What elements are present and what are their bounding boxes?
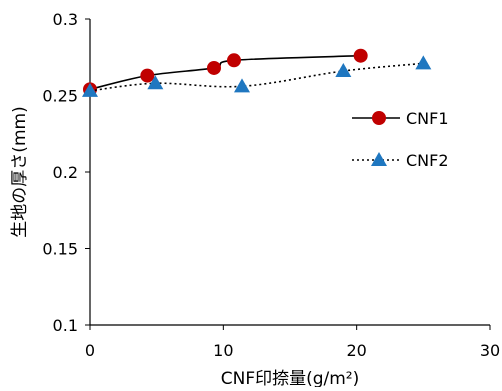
tick-labels: 0.1 0.15 0.2 0.25 0.3 0 10 20 30 [42,10,500,360]
data-point [82,82,98,97]
x-axis-title: CNF印捺量(g/m²) [221,369,360,387]
x-tick-label: 30 [480,341,500,360]
data-point [415,55,432,70]
data-point [140,68,155,83]
y-tick-label: 0.25 [42,87,78,106]
series [82,48,432,97]
legend: CNF1 CNF2 [352,109,449,170]
x-tick-label: 20 [346,341,366,360]
x-tick-label: 0 [85,341,95,360]
data-point [234,78,250,93]
y-tick-label: 0.3 [53,10,78,29]
legend-marker [372,111,386,125]
data-point [353,48,368,63]
data-point [227,53,241,68]
data-point [207,60,221,75]
data-point [147,75,164,90]
y-tick-label: 0.1 [53,316,78,335]
legend-label: CNF2 [406,151,449,170]
axes [89,19,490,326]
legend-item-cnf1: CNF1 [352,109,449,128]
x-tick-label: 10 [213,341,233,360]
series-line [89,54,361,91]
y-tick-label: 0.15 [42,240,78,259]
legend-marker [371,152,387,166]
legend-label: CNF1 [406,109,449,128]
data-point [335,63,352,78]
y-axis-title: 生地の厚さ(mm) [10,106,30,237]
y-tick-label: 0.2 [53,163,78,182]
series-cnf2 [82,55,432,97]
series-cnf1 [83,48,368,97]
legend-item-cnf2: CNF2 [352,151,449,170]
